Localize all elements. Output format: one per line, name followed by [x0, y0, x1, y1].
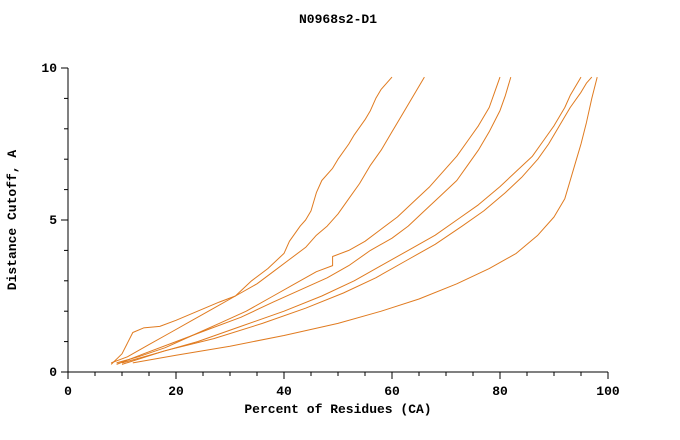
x-tick-label: 40: [276, 384, 292, 399]
curves: [110, 76, 598, 365]
y-tick-label: 0: [49, 365, 57, 380]
curve-6: [121, 76, 593, 365]
y-tick-label: 10: [41, 61, 57, 76]
curve-4: [116, 76, 512, 365]
x-axis-label: Percent of Residues (CA): [244, 402, 431, 417]
curve-7: [132, 76, 598, 364]
chart-title: N0968s2-D1: [299, 12, 377, 27]
axes: [61, 67, 609, 379]
y-tick-label: 5: [49, 213, 57, 228]
y-axis-label: Distance Cutoff, A: [5, 150, 20, 291]
x-tick-label: 60: [384, 384, 400, 399]
x-tick-label: 20: [168, 384, 184, 399]
x-tick-label: 0: [64, 384, 72, 399]
curve-3: [116, 76, 501, 364]
x-tick-label: 100: [596, 384, 620, 399]
curve-2: [111, 76, 425, 364]
curve-5: [121, 76, 582, 364]
tick-labels: 0 20 40 60 80 100 0 5 10: [41, 61, 620, 399]
x-tick-label: 80: [492, 384, 508, 399]
curve-1: [110, 76, 393, 365]
